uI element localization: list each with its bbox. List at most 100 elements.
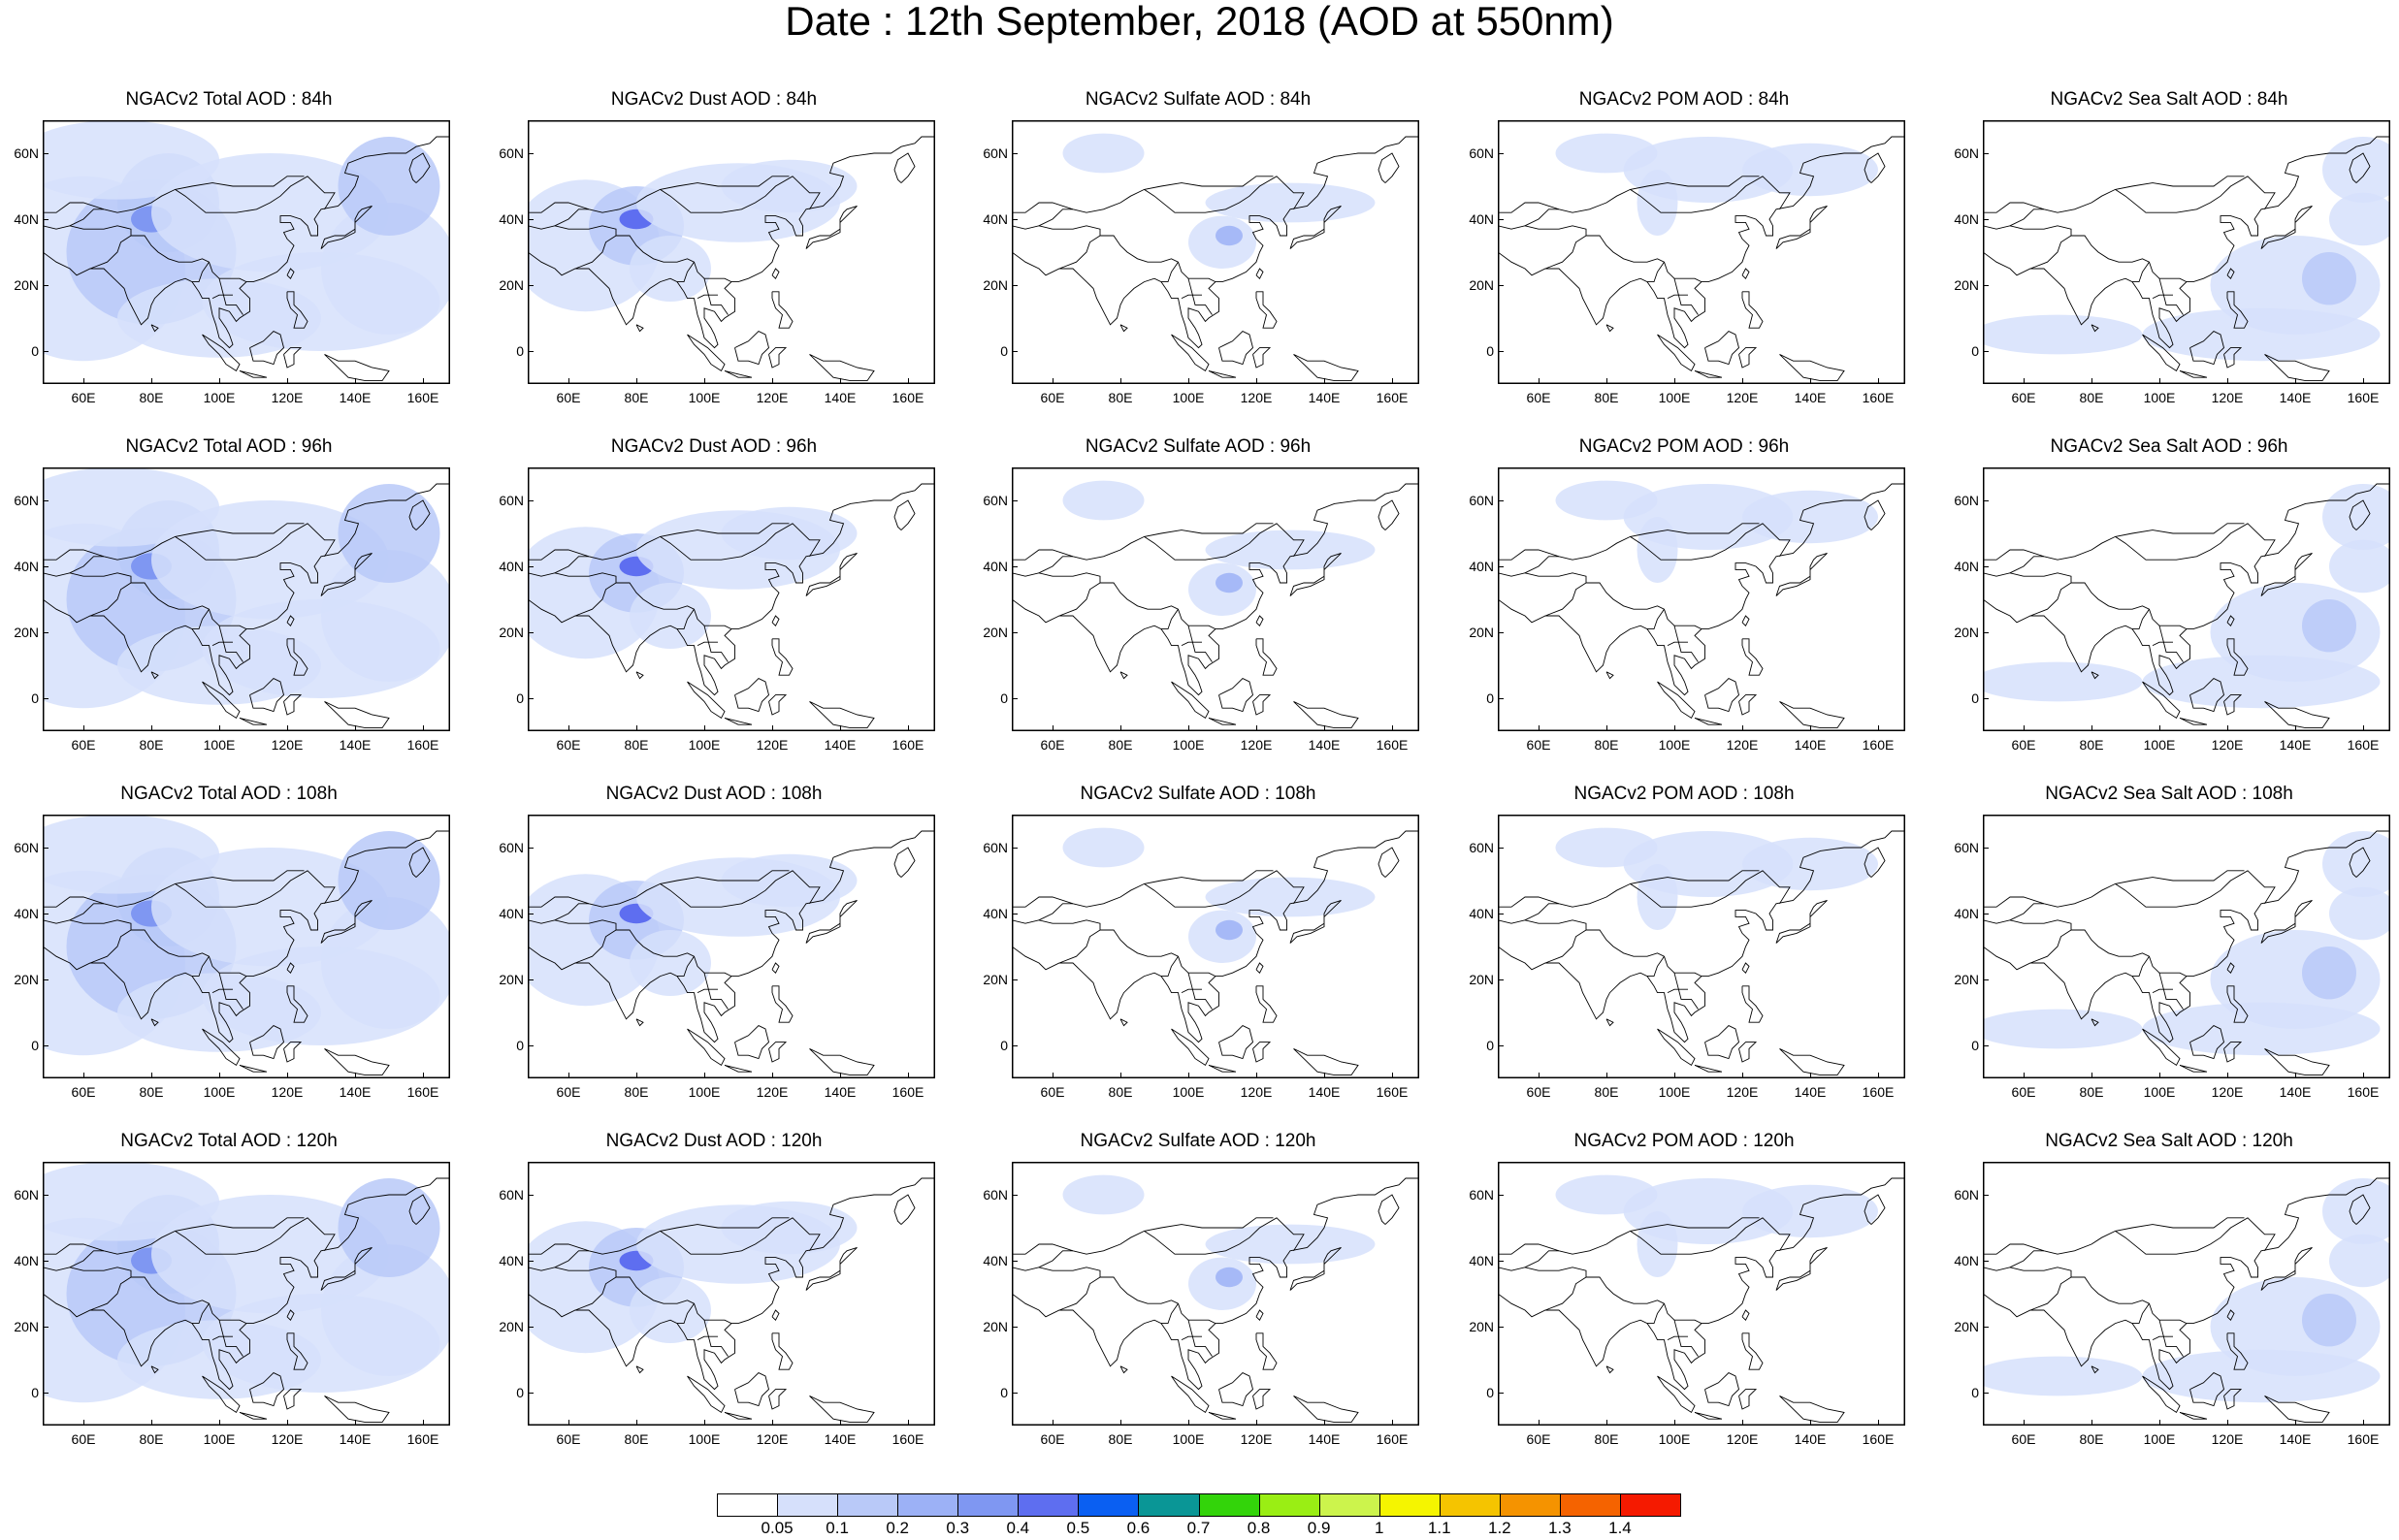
panel-title: NGACv2 Sulfate AOD : 96h [1085,436,1312,457]
plot-frame [1012,120,1419,384]
x-tick [1742,1073,1743,1078]
coastline [249,1025,285,1060]
coastline [1208,717,1237,725]
aod-map [1012,815,1419,1078]
x-tick [1674,378,1675,384]
y-tick-label: 20N [499,1319,524,1334]
colorbar-label: 0.8 [1247,1519,1271,1537]
coastline [1218,1025,1254,1060]
y-tick-label: 60N [1954,840,1979,855]
coastline [218,278,243,315]
x-tick-label: 120E [2211,390,2244,405]
x-tick [1878,725,1879,731]
coastline [1779,353,1845,382]
y-tick [1983,1195,1989,1196]
x-tick [219,1420,220,1426]
coastline [1038,556,1073,574]
x-tick [772,378,773,384]
y-tick [528,351,534,352]
coastline [1498,870,1760,908]
y-tick [43,566,49,567]
x-tick-label: 80E [1108,1084,1133,1100]
coastline [1630,523,1791,561]
coastline [1181,294,1202,300]
coastline [1738,1389,1758,1410]
x-tick-label: 60E [1040,390,1065,405]
aod-field-blob [43,120,219,200]
coastline [771,291,794,329]
coastline [1144,176,1305,213]
x-tick [1878,378,1879,384]
coastline [249,1372,285,1407]
coastline [2189,1025,2225,1060]
coastline [697,988,718,994]
x-tick-label: 140E [1794,1431,1827,1447]
map-plot-area [528,1162,935,1426]
coastline [175,1217,336,1255]
plot-frame [1983,815,2390,1078]
coastline [1293,353,1359,382]
x-tick-label: 100E [2143,390,2176,405]
x-tick [1188,378,1189,384]
y-tick-label: 0 [31,1385,39,1400]
coastline [734,331,770,366]
coastline [724,1064,753,1073]
x-tick [2159,725,2160,731]
x-tick-label: 140E [339,1431,372,1447]
x-tick-label: 120E [1240,1431,1273,1447]
x-tick-label: 100E [2143,1431,2176,1447]
y-tick [1012,632,1018,633]
map-plot-area [528,467,935,731]
coastline [2158,1320,2184,1357]
coastline [1161,261,1179,283]
coastline [697,294,718,300]
x-tick-label: 100E [1172,1431,1205,1447]
x-tick-label: 140E [824,1431,857,1447]
x-tick [1674,1420,1675,1426]
y-tick [528,1195,534,1196]
x-tick-label: 120E [1240,390,1273,405]
coastline [1255,291,1278,329]
x-tick-label: 160E [1376,1431,1409,1447]
y-tick-label: 20N [1469,1319,1494,1334]
coastline [1983,1177,2390,1391]
x-tick [423,378,424,384]
aod-field-blob [1637,170,1678,236]
coastline [218,626,243,662]
coastline [1289,205,1342,249]
panel-title: NGACv2 Dust AOD : 96h [610,436,818,457]
panel-title: NGACv2 Sea Salt AOD : 108h [2045,784,2293,804]
x-tick [568,725,569,731]
y-tick [1012,1195,1018,1196]
coastline [320,1246,373,1291]
aod-field-blob [721,506,858,561]
coastline [43,225,84,230]
x-tick-label: 80E [139,1431,164,1447]
coastline [2260,1246,2313,1291]
x-tick-label: 60E [556,1431,581,1447]
x-tick-label: 80E [1108,737,1133,753]
x-tick [772,1073,773,1078]
panel-title: NGACv2 Dust AOD : 84h [610,89,818,110]
colorbar-swatch [1318,1493,1380,1517]
coastline [1667,294,1688,300]
y-tick-label: 20N [1954,277,1979,293]
coastline [202,1028,241,1067]
map-plot-area [1498,815,1905,1078]
x-tick [1878,1420,1879,1426]
x-tick-label: 140E [1794,390,1827,405]
coastline [1144,870,1305,908]
y-tick-label: 0 [516,1385,524,1400]
x-tick-label: 80E [1108,390,1133,405]
y-tick [43,1327,49,1328]
coastline [2349,847,2371,878]
coastline [408,1194,431,1225]
x-tick-label: 80E [624,737,649,753]
y-tick [1983,219,1989,220]
coastline [1738,1042,1758,1063]
coastline [324,1395,390,1424]
panel-title: NGACv2 POM AOD : 84h [1578,89,1790,110]
coastline [893,499,916,530]
y-tick [43,500,49,501]
x-tick [151,725,152,731]
